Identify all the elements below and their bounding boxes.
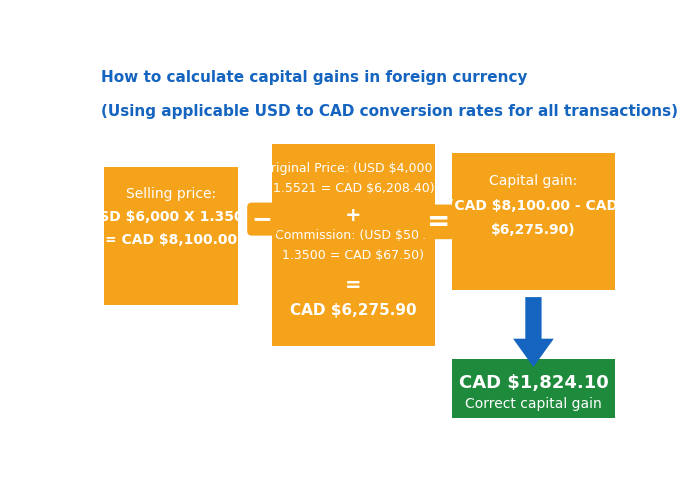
Text: =: = [427, 208, 450, 236]
Text: 1.3500 = CAD $67.50): 1.3500 = CAD $67.50) [282, 249, 424, 262]
Text: 1.5521 = CAD $6,208.40): 1.5521 = CAD $6,208.40) [272, 182, 434, 195]
Text: = CAD $8,100.00: = CAD $8,100.00 [105, 233, 237, 247]
Text: Selling price:: Selling price: [126, 188, 216, 201]
Text: (CAD $8,100.00 - CAD: (CAD $8,100.00 - CAD [449, 199, 618, 213]
Text: USD $6,000 X 1.3500: USD $6,000 X 1.3500 [88, 210, 253, 224]
Text: Original Price: (USD $4,000 X: Original Price: (USD $4,000 X [261, 162, 445, 175]
Text: −: − [252, 207, 273, 231]
FancyBboxPatch shape [452, 359, 615, 418]
Text: CAD $6,275.90: CAD $6,275.90 [290, 303, 416, 318]
Text: CAD $1,824.10: CAD $1,824.10 [458, 374, 608, 392]
Text: +: + [345, 206, 362, 225]
FancyBboxPatch shape [452, 154, 615, 290]
FancyBboxPatch shape [272, 144, 435, 346]
Text: =: = [345, 275, 362, 295]
Text: $6,275.90): $6,275.90) [491, 223, 575, 237]
Text: Commission: (USD $50 X: Commission: (USD $50 X [275, 229, 432, 242]
Text: Correct capital gain: Correct capital gain [465, 397, 602, 411]
FancyBboxPatch shape [104, 166, 238, 304]
Text: Capital gain:: Capital gain: [489, 174, 578, 188]
Text: How to calculate capital gains in foreign currency: How to calculate capital gains in foreig… [101, 70, 528, 85]
Polygon shape [513, 297, 554, 367]
Text: (Using applicable USD to CAD conversion rates for all transactions): (Using applicable USD to CAD conversion … [101, 104, 678, 119]
